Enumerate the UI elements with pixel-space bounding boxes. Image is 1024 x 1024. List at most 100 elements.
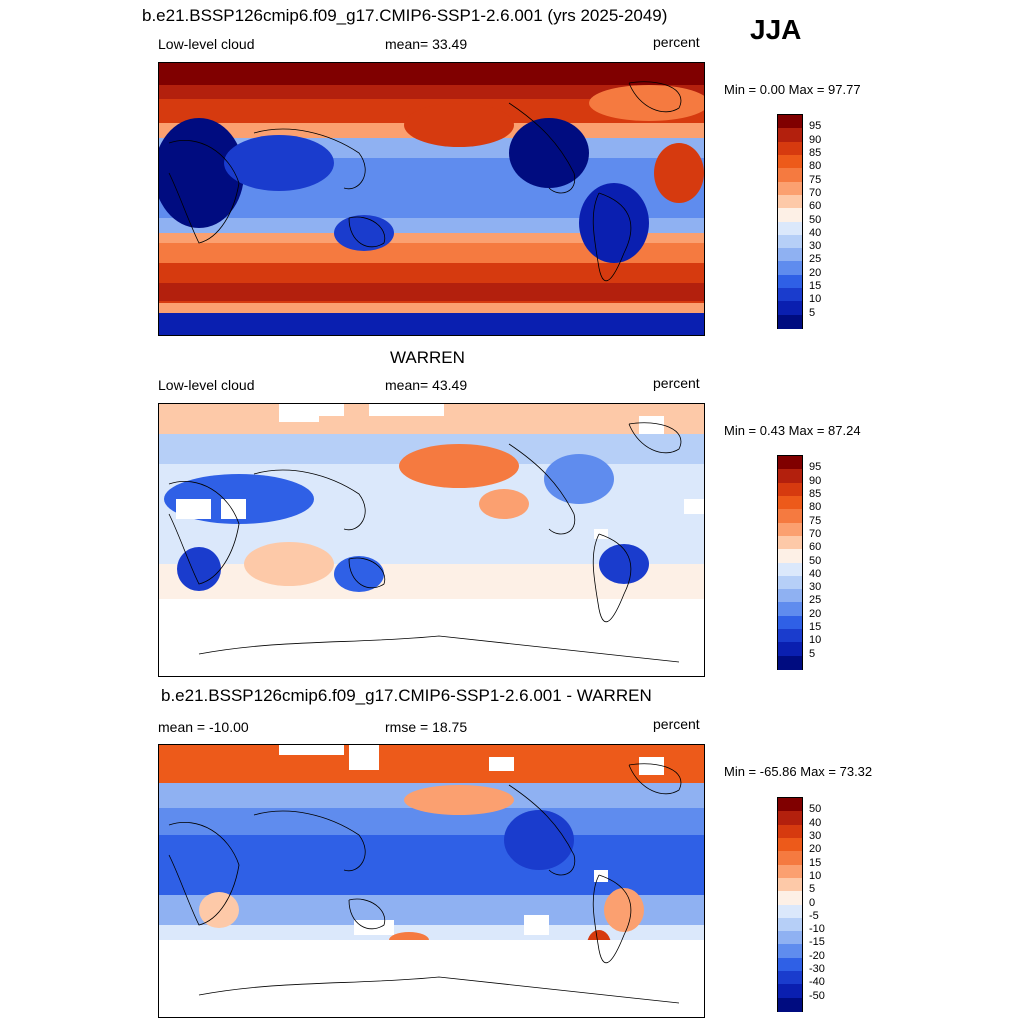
colorbar-tick-label: 10 xyxy=(809,293,822,306)
panel2-minmax: Min = 0.43 Max = 87.24 xyxy=(724,423,861,438)
colorbar-swatch xyxy=(778,904,802,919)
colorbar-tick-label: 30 xyxy=(809,581,822,594)
panel1-mean-label: mean= 33.49 xyxy=(385,36,468,52)
panel1-map xyxy=(158,62,705,336)
colorbar-tick-label: 25 xyxy=(809,594,822,607)
colorbar-swatch xyxy=(778,115,802,129)
colorbar-swatch xyxy=(778,456,802,470)
season-label: JJA xyxy=(750,14,802,45)
colorbar-tick-label: 30 xyxy=(809,240,822,253)
colorbar-swatch xyxy=(778,824,802,839)
colorbar-swatch xyxy=(778,615,802,630)
colorbar-swatch xyxy=(778,864,802,879)
colorbar-swatch xyxy=(778,931,802,945)
panel1-minmax: Min = 0.00 Max = 97.77 xyxy=(724,82,861,97)
colorbar-swatch xyxy=(778,837,802,852)
colorbar-swatch xyxy=(778,208,802,222)
colorbar-tick-label: -50 xyxy=(809,989,825,1002)
colorbar-tick-label: 40 xyxy=(809,567,822,580)
colorbar-swatch xyxy=(778,642,802,657)
colorbar-swatch xyxy=(778,917,802,932)
colorbar-tick-label: 20 xyxy=(809,843,822,856)
panel2-map-field xyxy=(159,404,704,676)
colorbar-tick-label: 20 xyxy=(809,607,822,620)
colorbar-swatch xyxy=(778,562,802,577)
colorbar-swatch xyxy=(778,877,802,892)
colorbar-tick-label: 60 xyxy=(809,541,822,554)
panel3-map xyxy=(158,744,705,1018)
colorbar-swatch xyxy=(778,971,802,985)
colorbar-swatch xyxy=(778,944,802,959)
colorbar-tick-label: 10 xyxy=(809,869,822,882)
colorbar-swatch xyxy=(778,314,802,329)
colorbar-tick-label: 30 xyxy=(809,829,822,842)
panel2-mean-label: mean= 43.49 xyxy=(385,377,468,393)
colorbar-tick-label: 15 xyxy=(809,856,822,869)
panel3-colorbar xyxy=(777,797,803,1012)
colorbar-swatch xyxy=(778,629,802,643)
colorbar-tick-label: 50 xyxy=(809,803,822,816)
colorbar-swatch xyxy=(778,984,802,999)
panel1-map-field xyxy=(159,63,704,335)
colorbar-tick-label: 50 xyxy=(809,554,822,567)
colorbar-swatch xyxy=(778,141,802,156)
colorbar-tick-label: -10 xyxy=(809,923,825,936)
colorbar-swatch xyxy=(778,181,802,196)
colorbar-swatch xyxy=(778,248,802,262)
colorbar-swatch xyxy=(778,495,802,510)
panel2-colorbar xyxy=(777,455,803,670)
panel1-title: b.e21.BSSP126cmip6.f09_g17.CMIP6-SSP1-2.… xyxy=(142,6,668,25)
colorbar-tick-label: 25 xyxy=(809,253,822,266)
colorbar-tick-label: 95 xyxy=(809,120,822,133)
colorbar-swatch xyxy=(778,655,802,670)
colorbar-tick-label: 10 xyxy=(809,634,822,647)
colorbar-swatch xyxy=(778,221,802,236)
panel3-title: b.e21.BSSP126cmip6.f09_g17.CMIP6-SSP1-2.… xyxy=(161,686,652,705)
colorbar-swatch xyxy=(778,891,802,905)
panel2-variable-label: Low-level cloud xyxy=(158,377,255,393)
panel2-title: WARREN xyxy=(390,348,465,367)
panel3-units-label: percent xyxy=(653,716,700,732)
colorbar-tick-label: 85 xyxy=(809,146,822,159)
colorbar-swatch xyxy=(778,469,802,484)
colorbar-tick-label: 15 xyxy=(809,621,822,634)
colorbar-tick-label: 80 xyxy=(809,160,822,173)
colorbar-swatch xyxy=(778,549,802,563)
colorbar-tick-label: -30 xyxy=(809,963,825,976)
colorbar-tick-label: 85 xyxy=(809,487,822,500)
colorbar-swatch xyxy=(778,798,802,812)
colorbar-tick-label: 5 xyxy=(809,647,816,660)
colorbar-tick-label: 95 xyxy=(809,461,822,474)
colorbar-swatch xyxy=(778,234,802,249)
colorbar-swatch xyxy=(778,288,802,302)
colorbar-tick-label: 15 xyxy=(809,280,822,293)
panel2-units-label: percent xyxy=(653,375,700,391)
colorbar-tick-label: 70 xyxy=(809,527,822,540)
colorbar-swatch xyxy=(778,575,802,590)
colorbar-swatch xyxy=(778,301,802,316)
colorbar-swatch xyxy=(778,154,802,169)
colorbar-swatch xyxy=(778,535,802,550)
panel1-variable-label: Low-level cloud xyxy=(158,36,255,52)
colorbar-swatch xyxy=(778,811,802,826)
colorbar-swatch xyxy=(778,957,802,972)
colorbar-swatch xyxy=(778,589,802,603)
colorbar-swatch xyxy=(778,482,802,497)
colorbar-swatch xyxy=(778,602,802,617)
colorbar-tick-label: 50 xyxy=(809,213,822,226)
panel3-map-field xyxy=(159,745,704,1017)
colorbar-swatch xyxy=(778,194,802,209)
panel3-minmax: Min = -65.86 Max = 73.32 xyxy=(724,764,873,779)
colorbar-tick-label: -20 xyxy=(809,949,825,962)
colorbar-tick-label: 5 xyxy=(809,883,816,896)
colorbar-tick-label: 75 xyxy=(809,514,822,527)
colorbar-tick-label: 90 xyxy=(809,474,822,487)
colorbar-tick-label: 40 xyxy=(809,226,822,239)
colorbar-tick-label: 60 xyxy=(809,200,822,213)
colorbar-tick-label: 40 xyxy=(809,816,822,829)
colorbar-swatch xyxy=(778,522,802,537)
colorbar-tick-label: 20 xyxy=(809,266,822,279)
colorbar-swatch xyxy=(778,851,802,866)
panel1-units-label: percent xyxy=(653,34,700,50)
colorbar-swatch xyxy=(778,274,802,289)
